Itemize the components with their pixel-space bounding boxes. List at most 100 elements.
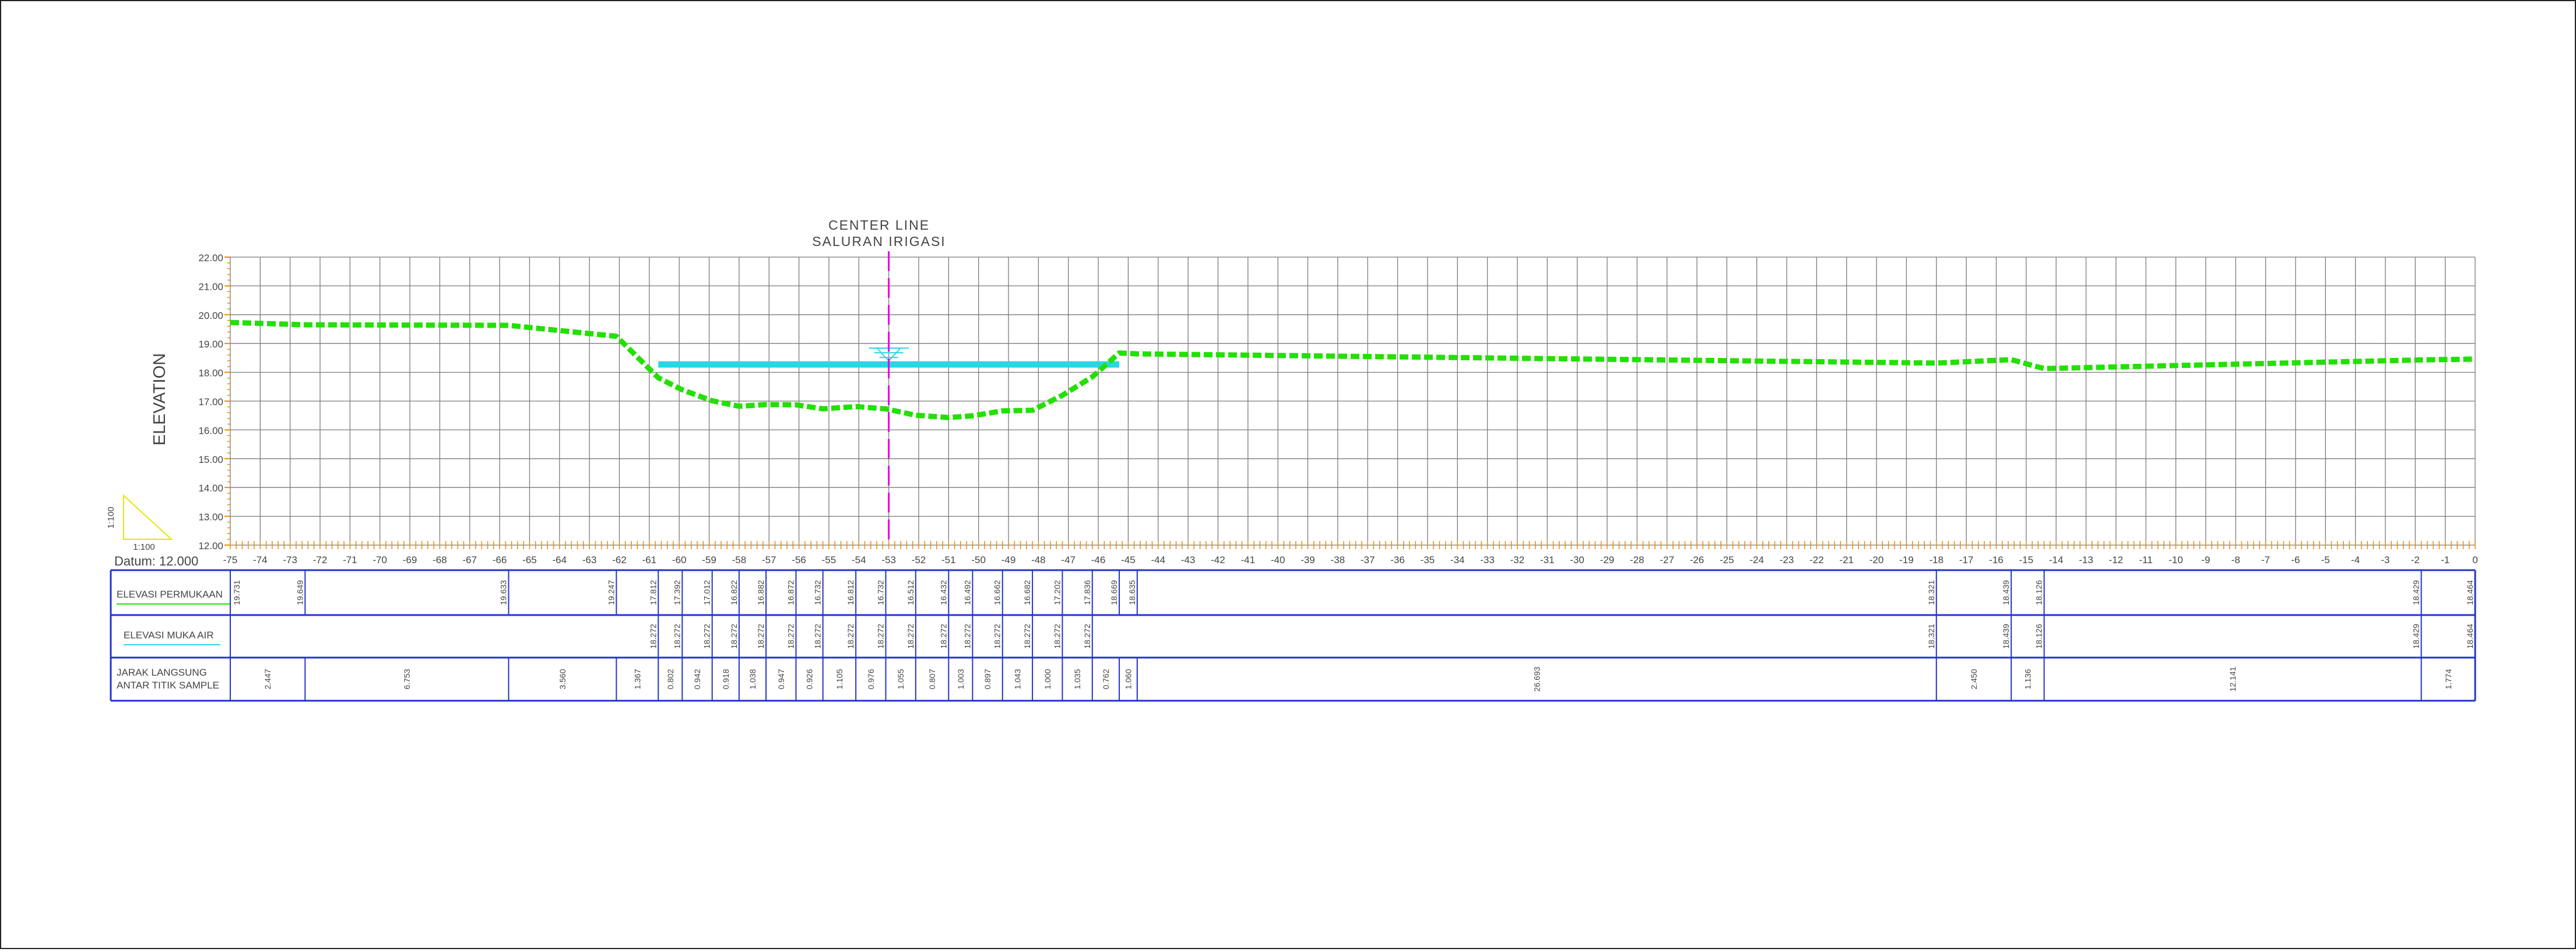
- distance-tick-label: -74: [253, 554, 268, 565]
- distance-tick-label: -24: [1749, 554, 1764, 565]
- distance-tick-label: -54: [852, 554, 866, 565]
- surface-elevation-value: 17.812: [648, 580, 658, 605]
- surface-elevation-value: 17.836: [1083, 580, 1092, 605]
- segment-distance-value: 1.055: [896, 669, 905, 689]
- surface-elevation-value: 18.439: [2001, 580, 2011, 605]
- water-elevation-value: 18.272: [813, 624, 823, 649]
- title-line-2: SALURAN IRIGASI: [812, 234, 946, 249]
- water-elevation-value: 18.272: [702, 624, 712, 649]
- distance-tick-label: -44: [1151, 554, 1165, 565]
- segment-distance-value: 12.141: [2228, 666, 2237, 691]
- elevation-tick-label: 18.00: [198, 368, 223, 379]
- surface-elevation-value: 16.662: [993, 580, 1002, 605]
- distance-tick-label: -22: [1809, 554, 1824, 565]
- distance-tick-label: -49: [1001, 554, 1016, 565]
- distance-tick-label: -20: [1869, 554, 1884, 565]
- segment-distance-value: 1.136: [2023, 669, 2032, 689]
- distance-tick-label: -67: [462, 554, 477, 565]
- water-elevation-value: 18.272: [756, 624, 765, 649]
- segment-distance-value: 2.450: [1969, 669, 1978, 689]
- water-elevation-value: 18.464: [2465, 624, 2475, 649]
- surface-elevation-value: 19.633: [499, 580, 508, 605]
- distance-tick-label: -23: [1780, 554, 1794, 565]
- elevation-tick-label: 15.00: [198, 454, 223, 465]
- distance-tick-label: -41: [1240, 554, 1255, 565]
- surface-elevation-value: 18.126: [2034, 580, 2044, 605]
- water-elevation-value: 18.272: [648, 624, 658, 649]
- surface-elevation-value: 19.649: [295, 580, 304, 605]
- distance-tick-label: -39: [1301, 554, 1315, 565]
- segment-distance-value: 6.753: [402, 669, 412, 689]
- segment-distance-value: 1.105: [835, 669, 844, 689]
- station-ticks: [224, 257, 2476, 549]
- elevation-tick-label: 19.00: [198, 339, 223, 350]
- distance-tick-label: -35: [1421, 554, 1435, 565]
- water-elevation-value: 18.439: [2001, 624, 2011, 649]
- elevation-tick-label: 22.00: [198, 252, 223, 264]
- horizontal-scale-label: 1:100: [133, 542, 155, 552]
- distance-tick-label: -27: [1660, 554, 1674, 565]
- distance-tick-label: -5: [2321, 554, 2330, 565]
- distance-tick-label: -21: [1839, 554, 1854, 565]
- distance-tick-label: -4: [2351, 554, 2360, 565]
- segment-distance-value: 26.693: [1532, 666, 1541, 691]
- segment-distance-value: 0.976: [866, 669, 876, 689]
- surface-elevation-value: 16.812: [846, 580, 855, 605]
- distance-tick-label: -19: [1899, 554, 1914, 565]
- distance-tick-label: -59: [702, 554, 716, 565]
- distance-tick-label: -32: [1510, 554, 1525, 565]
- segment-distance-value: 0.942: [693, 669, 702, 689]
- water-elevation-value: 18.321: [1927, 624, 1936, 649]
- surface-elevation-value: 16.732: [813, 580, 823, 605]
- segment-distance-value: 0.918: [721, 669, 730, 689]
- elevation-axis-label: ELEVATION: [150, 353, 169, 445]
- distance-tick-label: -63: [582, 554, 597, 565]
- distance-tick-label: -52: [912, 554, 926, 565]
- elevation-tick-label: 12.00: [198, 540, 223, 551]
- water-elevation-value: 18.126: [2034, 624, 2044, 649]
- distance-tick-label: -43: [1181, 554, 1196, 565]
- water-elevation-value: 18.272: [1083, 624, 1092, 649]
- distance-tick-label: -69: [403, 554, 417, 565]
- distance-tick-label: -31: [1540, 554, 1555, 565]
- water-elevation-value: 18.272: [939, 624, 948, 649]
- distance-tick-label: -1: [2441, 554, 2450, 565]
- row-label-distance-1: JARAK LANGSUNG: [117, 667, 207, 678]
- water-elevation-value: 18.272: [846, 624, 855, 649]
- scale-triangle: [123, 494, 173, 540]
- distance-tick-label: -45: [1121, 554, 1136, 565]
- distance-tick-label: -65: [522, 554, 537, 565]
- distance-tick-label: -60: [672, 554, 687, 565]
- distance-tick-label: -14: [2049, 554, 2064, 565]
- surface-elevation-value: 16.872: [786, 580, 795, 605]
- distance-tick-label: -3: [2381, 554, 2389, 565]
- distance-tick-label: -40: [1271, 554, 1285, 565]
- elevation-tick-label: 17.00: [198, 396, 223, 408]
- distance-tick-label: -37: [1361, 554, 1375, 565]
- distance-tick-label: -25: [1720, 554, 1734, 565]
- segment-distance-value: 0.947: [776, 669, 786, 689]
- vertical-scale-label: 1:100: [106, 507, 116, 529]
- distance-tick-label: -12: [2109, 554, 2124, 565]
- distance-tick-label: -72: [313, 554, 328, 565]
- segment-distance-value: 0.897: [983, 669, 992, 689]
- surface-elevation-value: 17.012: [702, 580, 712, 605]
- distance-tick-label: -71: [343, 554, 357, 565]
- row-label-water: ELEVASI MUKA AIR: [124, 630, 214, 641]
- title-line-1: CENTER LINE: [828, 217, 930, 233]
- distance-tick-label: -9: [2201, 554, 2210, 565]
- water-elevation-value: 18.272: [672, 624, 681, 649]
- distance-tick-label: -15: [2019, 554, 2034, 565]
- segment-distance-value: 1.774: [2444, 669, 2453, 689]
- distance-tick-label: -18: [1929, 554, 1944, 565]
- segment-distance-value: 0.802: [666, 669, 675, 689]
- surface-elevation-value: 16.432: [939, 580, 948, 605]
- surface-elevation-value: 18.429: [2412, 580, 2421, 605]
- ground-surface-group: [230, 319, 2476, 420]
- surface-elevation-value: 18.635: [1127, 580, 1137, 605]
- surface-elevation-value: 19.247: [606, 580, 616, 605]
- distance-tick-label: -62: [612, 554, 627, 565]
- surface-elevation-value: 16.512: [906, 580, 915, 605]
